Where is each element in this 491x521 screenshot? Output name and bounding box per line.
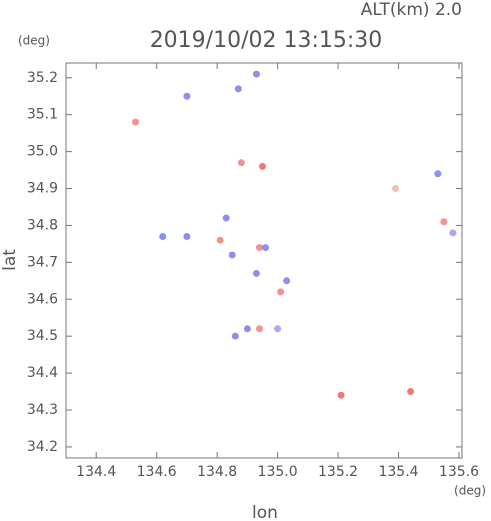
echo-point xyxy=(283,277,291,285)
x-tick-label: 135.4 xyxy=(378,464,418,480)
echo-point xyxy=(252,269,260,277)
echo-point xyxy=(434,170,442,178)
y-tick-label: 34.4 xyxy=(27,365,58,381)
y-tick-label: 35.1 xyxy=(27,107,58,123)
x-tick-label: 134.4 xyxy=(76,464,116,480)
echo-point xyxy=(231,332,239,340)
echo-point xyxy=(262,244,270,252)
x-tick-label: 134.8 xyxy=(197,464,237,480)
x-axis-label: lon xyxy=(252,503,278,521)
echo-point xyxy=(337,391,345,399)
echo-point xyxy=(449,229,457,237)
x-tick-label: 135.0 xyxy=(258,464,298,480)
echo-point xyxy=(228,251,236,259)
echo-point xyxy=(237,159,245,167)
y-tick-label: 34.2 xyxy=(27,439,58,455)
y-tick-label: 35.0 xyxy=(27,144,58,160)
y-tick-label: 35.2 xyxy=(27,70,58,86)
echo-point xyxy=(234,85,242,93)
altitude-label: ALT(km) 2.0 xyxy=(361,0,462,20)
y-axis-label: lat xyxy=(0,249,20,271)
echo-point xyxy=(440,218,448,226)
x-tick-label: 135.2 xyxy=(318,464,358,480)
echo-point xyxy=(255,244,263,252)
echo-point xyxy=(391,185,399,193)
y-tick-label: 34.5 xyxy=(27,328,58,344)
y-unit: (deg) xyxy=(18,34,50,48)
echo-point xyxy=(183,92,191,100)
y-tick-label: 34.8 xyxy=(27,217,58,233)
x-unit: (deg) xyxy=(454,484,486,498)
echo-point xyxy=(183,233,191,241)
x-tick-label: 135.6 xyxy=(439,464,479,480)
echo-point xyxy=(277,288,285,296)
echo-point xyxy=(132,118,140,126)
x-tick-label: 134.6 xyxy=(137,464,177,480)
echo-point xyxy=(252,70,260,78)
y-tick-label: 34.3 xyxy=(27,402,58,418)
echo-point xyxy=(159,233,167,241)
echo-point xyxy=(407,388,415,396)
echo-point xyxy=(222,214,230,222)
echo-point xyxy=(258,162,266,170)
echo-point xyxy=(255,325,263,333)
y-tick-label: 34.7 xyxy=(27,254,58,270)
plot-frame xyxy=(65,62,463,459)
echo-point xyxy=(216,236,224,244)
y-tick-label: 34.9 xyxy=(27,181,58,197)
echo-point xyxy=(274,325,282,333)
y-tick-label: 34.6 xyxy=(27,291,58,307)
chart-title: 2019/10/02 13:15:30 xyxy=(150,28,383,53)
echo-point xyxy=(243,325,251,333)
